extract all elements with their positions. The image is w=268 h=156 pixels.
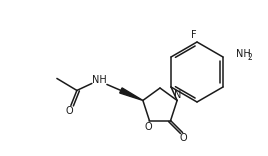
Text: O: O: [65, 106, 73, 116]
Text: NH: NH: [236, 49, 251, 59]
Polygon shape: [120, 88, 143, 100]
Text: N: N: [174, 90, 182, 100]
Text: 2: 2: [248, 54, 253, 63]
Text: F: F: [191, 30, 197, 40]
Text: O: O: [145, 122, 152, 132]
Text: NH: NH: [91, 76, 106, 85]
Text: O: O: [180, 133, 187, 143]
